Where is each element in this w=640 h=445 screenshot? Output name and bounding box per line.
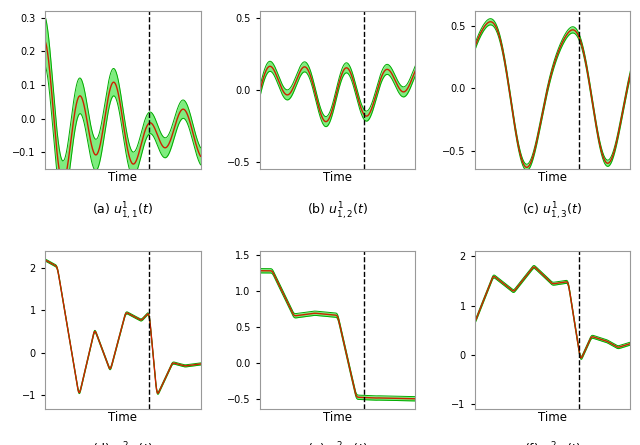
X-axis label: Time: Time <box>108 411 137 424</box>
X-axis label: Time: Time <box>538 170 567 183</box>
Text: (e) $u_{2,2}^{2}(t)$: (e) $u_{2,2}^{2}(t)$ <box>307 441 368 445</box>
X-axis label: Time: Time <box>323 170 352 183</box>
Text: (b) $u_{1,2}^{1}(t)$: (b) $u_{1,2}^{1}(t)$ <box>307 201 368 222</box>
Text: (f) $u_{2,3}^{2}(t)$: (f) $u_{2,3}^{2}(t)$ <box>524 441 581 445</box>
Text: (d) $u_{2,1}^{2}(t)$: (d) $u_{2,1}^{2}(t)$ <box>92 441 153 445</box>
Text: (c) $u_{1,3}^{1}(t)$: (c) $u_{1,3}^{1}(t)$ <box>522 201 582 222</box>
X-axis label: Time: Time <box>323 411 352 424</box>
Text: (a) $u_{1,1}^{1}(t)$: (a) $u_{1,1}^{1}(t)$ <box>92 201 153 222</box>
X-axis label: Time: Time <box>108 170 137 183</box>
X-axis label: Time: Time <box>538 411 567 424</box>
